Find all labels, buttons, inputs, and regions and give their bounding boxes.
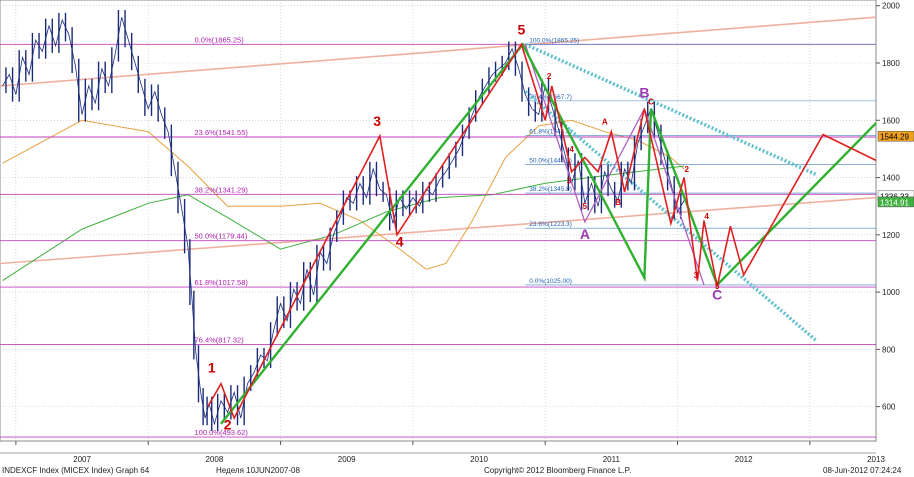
wave-label: 2 bbox=[224, 417, 232, 433]
y-tick-label: 600 bbox=[882, 403, 896, 412]
fib-level-label: 50.0%(1179.44) bbox=[195, 232, 248, 241]
x-tick-label: 2009 bbox=[338, 455, 356, 464]
fib-level-label: 100.0%(493.62) bbox=[195, 428, 249, 437]
minor-wave-label: 4 bbox=[704, 212, 709, 221]
fib2-level-label: 100.0%(1865.25) bbox=[529, 37, 579, 44]
price-line bbox=[2, 17, 685, 426]
footer-period-label: Неделя 10JUN2007-08 bbox=[216, 466, 300, 475]
red-wave-path bbox=[207, 42, 877, 421]
violet-wave-path bbox=[524, 44, 705, 286]
fib-level-label: 61.8%(1017.58) bbox=[195, 278, 249, 287]
y-tick-label: 1000 bbox=[882, 288, 900, 297]
price-tag-label: 1314.91 bbox=[880, 198, 909, 207]
fib2-level-label: 50.0%(1445.3) bbox=[529, 158, 572, 165]
minor-wave-label: B bbox=[615, 198, 621, 207]
fib2-level-label: 61.8%(1546.6) bbox=[529, 129, 572, 136]
wave-label: A bbox=[580, 226, 590, 242]
wave-label: B bbox=[639, 84, 649, 100]
x-tick-label: 2012 bbox=[735, 455, 753, 464]
plot-area bbox=[0, 0, 877, 442]
moving-average-1 bbox=[2, 119, 685, 270]
green-wave-path bbox=[220, 42, 877, 425]
minor-wave-label: 5 bbox=[715, 282, 720, 291]
footer-security-label: INDEXCF Index (MICEX Index) Graph 64 bbox=[2, 466, 150, 475]
fib2-level-label: 0.0%(1025.00) bbox=[529, 278, 572, 285]
minor-wave-label: 5 bbox=[583, 202, 588, 211]
wave-label: 5 bbox=[517, 21, 525, 37]
wave-label: C bbox=[712, 286, 722, 302]
minor-wave-label: 3 bbox=[567, 176, 572, 185]
fib2-level-label: 23.6%(1223.3) bbox=[529, 221, 572, 228]
fib2-level-label: 38.2%(1345.8) bbox=[529, 186, 572, 193]
minor-wave-label: 2 bbox=[685, 165, 690, 174]
minor-wave-label: 3 bbox=[694, 271, 699, 280]
y-tick-label: 1200 bbox=[882, 231, 900, 240]
y-tick-label: 1800 bbox=[882, 59, 900, 68]
fib-level-label: 23.6%(1541.55) bbox=[195, 128, 249, 137]
wave-label: 4 bbox=[396, 233, 404, 249]
price-tag-box bbox=[877, 130, 914, 142]
x-tick-label: 2011 bbox=[603, 455, 621, 464]
x-tick-label: 2010 bbox=[470, 455, 488, 464]
y-tick-label: 2000 bbox=[882, 2, 900, 11]
footer-timestamp: 08-Jun-2012 07:24:24 bbox=[823, 466, 902, 475]
wave-label: 3 bbox=[373, 113, 381, 129]
y-tick-label: 800 bbox=[882, 345, 896, 354]
x-tick-label: 2007 bbox=[73, 455, 91, 464]
price-tag-box bbox=[877, 196, 914, 208]
trendline bbox=[0, 16, 877, 87]
minor-wave-label: A bbox=[602, 118, 608, 127]
footer-copyright: Copyright© 2012 Bloomberg Finance L.P. bbox=[484, 466, 632, 475]
fib-level-label: 38.2%(1341.29) bbox=[195, 185, 249, 194]
price-tag-label: 1544.29 bbox=[880, 133, 909, 142]
minor-wave-label: 4 bbox=[569, 145, 574, 154]
minor-wave-label: 2 bbox=[547, 72, 552, 81]
wave-label: 1 bbox=[208, 359, 216, 375]
fib-level-label: 0.0%(1865.25) bbox=[195, 35, 245, 44]
trendline bbox=[0, 196, 877, 265]
x-tick-label: 2013 bbox=[867, 455, 885, 464]
x-tick-label: 2008 bbox=[205, 455, 223, 464]
channel-line bbox=[524, 42, 818, 177]
y-tick-label: 1600 bbox=[882, 116, 900, 125]
minor-wave-label: C bbox=[648, 98, 654, 107]
fib-level-label: 76.4%(817.32) bbox=[195, 335, 245, 344]
y-tick-label: 1400 bbox=[882, 174, 900, 183]
